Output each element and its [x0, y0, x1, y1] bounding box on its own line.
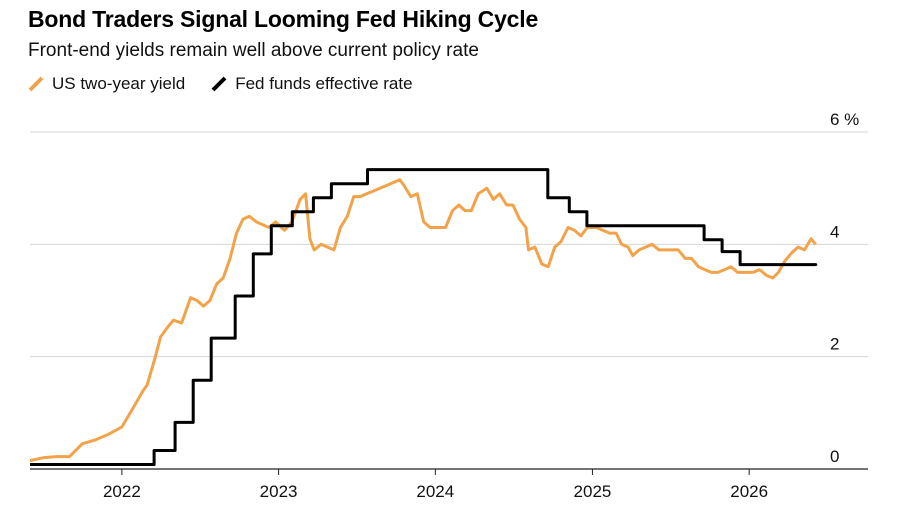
legend-label-two-year: US two-year yield [52, 74, 186, 93]
legend: US two-year yield Fed funds effective ra… [28, 72, 439, 96]
chart-subtitle: Front-end yields remain well above curre… [28, 40, 479, 61]
legend-label-fed-funds: Fed funds effective rate [235, 74, 413, 93]
legend-swatch-two-year [28, 76, 44, 92]
series-line-fed-funds-rate [30, 168, 818, 466]
legend-swatch-fed-funds [211, 76, 227, 92]
x-tick-label: 2025 [574, 482, 612, 501]
y-tick-label: 4 [830, 222, 839, 241]
y-tick-label: 2 [830, 335, 839, 354]
chart-title: Bond Traders Signal Looming Fed Hiking C… [28, 6, 539, 32]
legend-item-fed-funds: Fed funds effective rate [211, 74, 413, 94]
x-tick-label: 2022 [103, 482, 141, 501]
legend-item-two-year: US two-year yield [28, 74, 185, 94]
series-line-two-year-yield [29, 178, 817, 463]
axis-labels: 0 2 4 6 % 2022 2023 2024 2025 2026 [103, 110, 859, 501]
y-tick-label: 6 % [830, 110, 859, 129]
y-tick-label: 0 [830, 447, 839, 466]
x-tick-label: 2026 [730, 482, 768, 501]
series-layer [29, 168, 818, 466]
grid-layer [30, 131, 868, 475]
x-tick-label: 2023 [260, 482, 298, 501]
x-tick-label: 2024 [416, 482, 454, 501]
